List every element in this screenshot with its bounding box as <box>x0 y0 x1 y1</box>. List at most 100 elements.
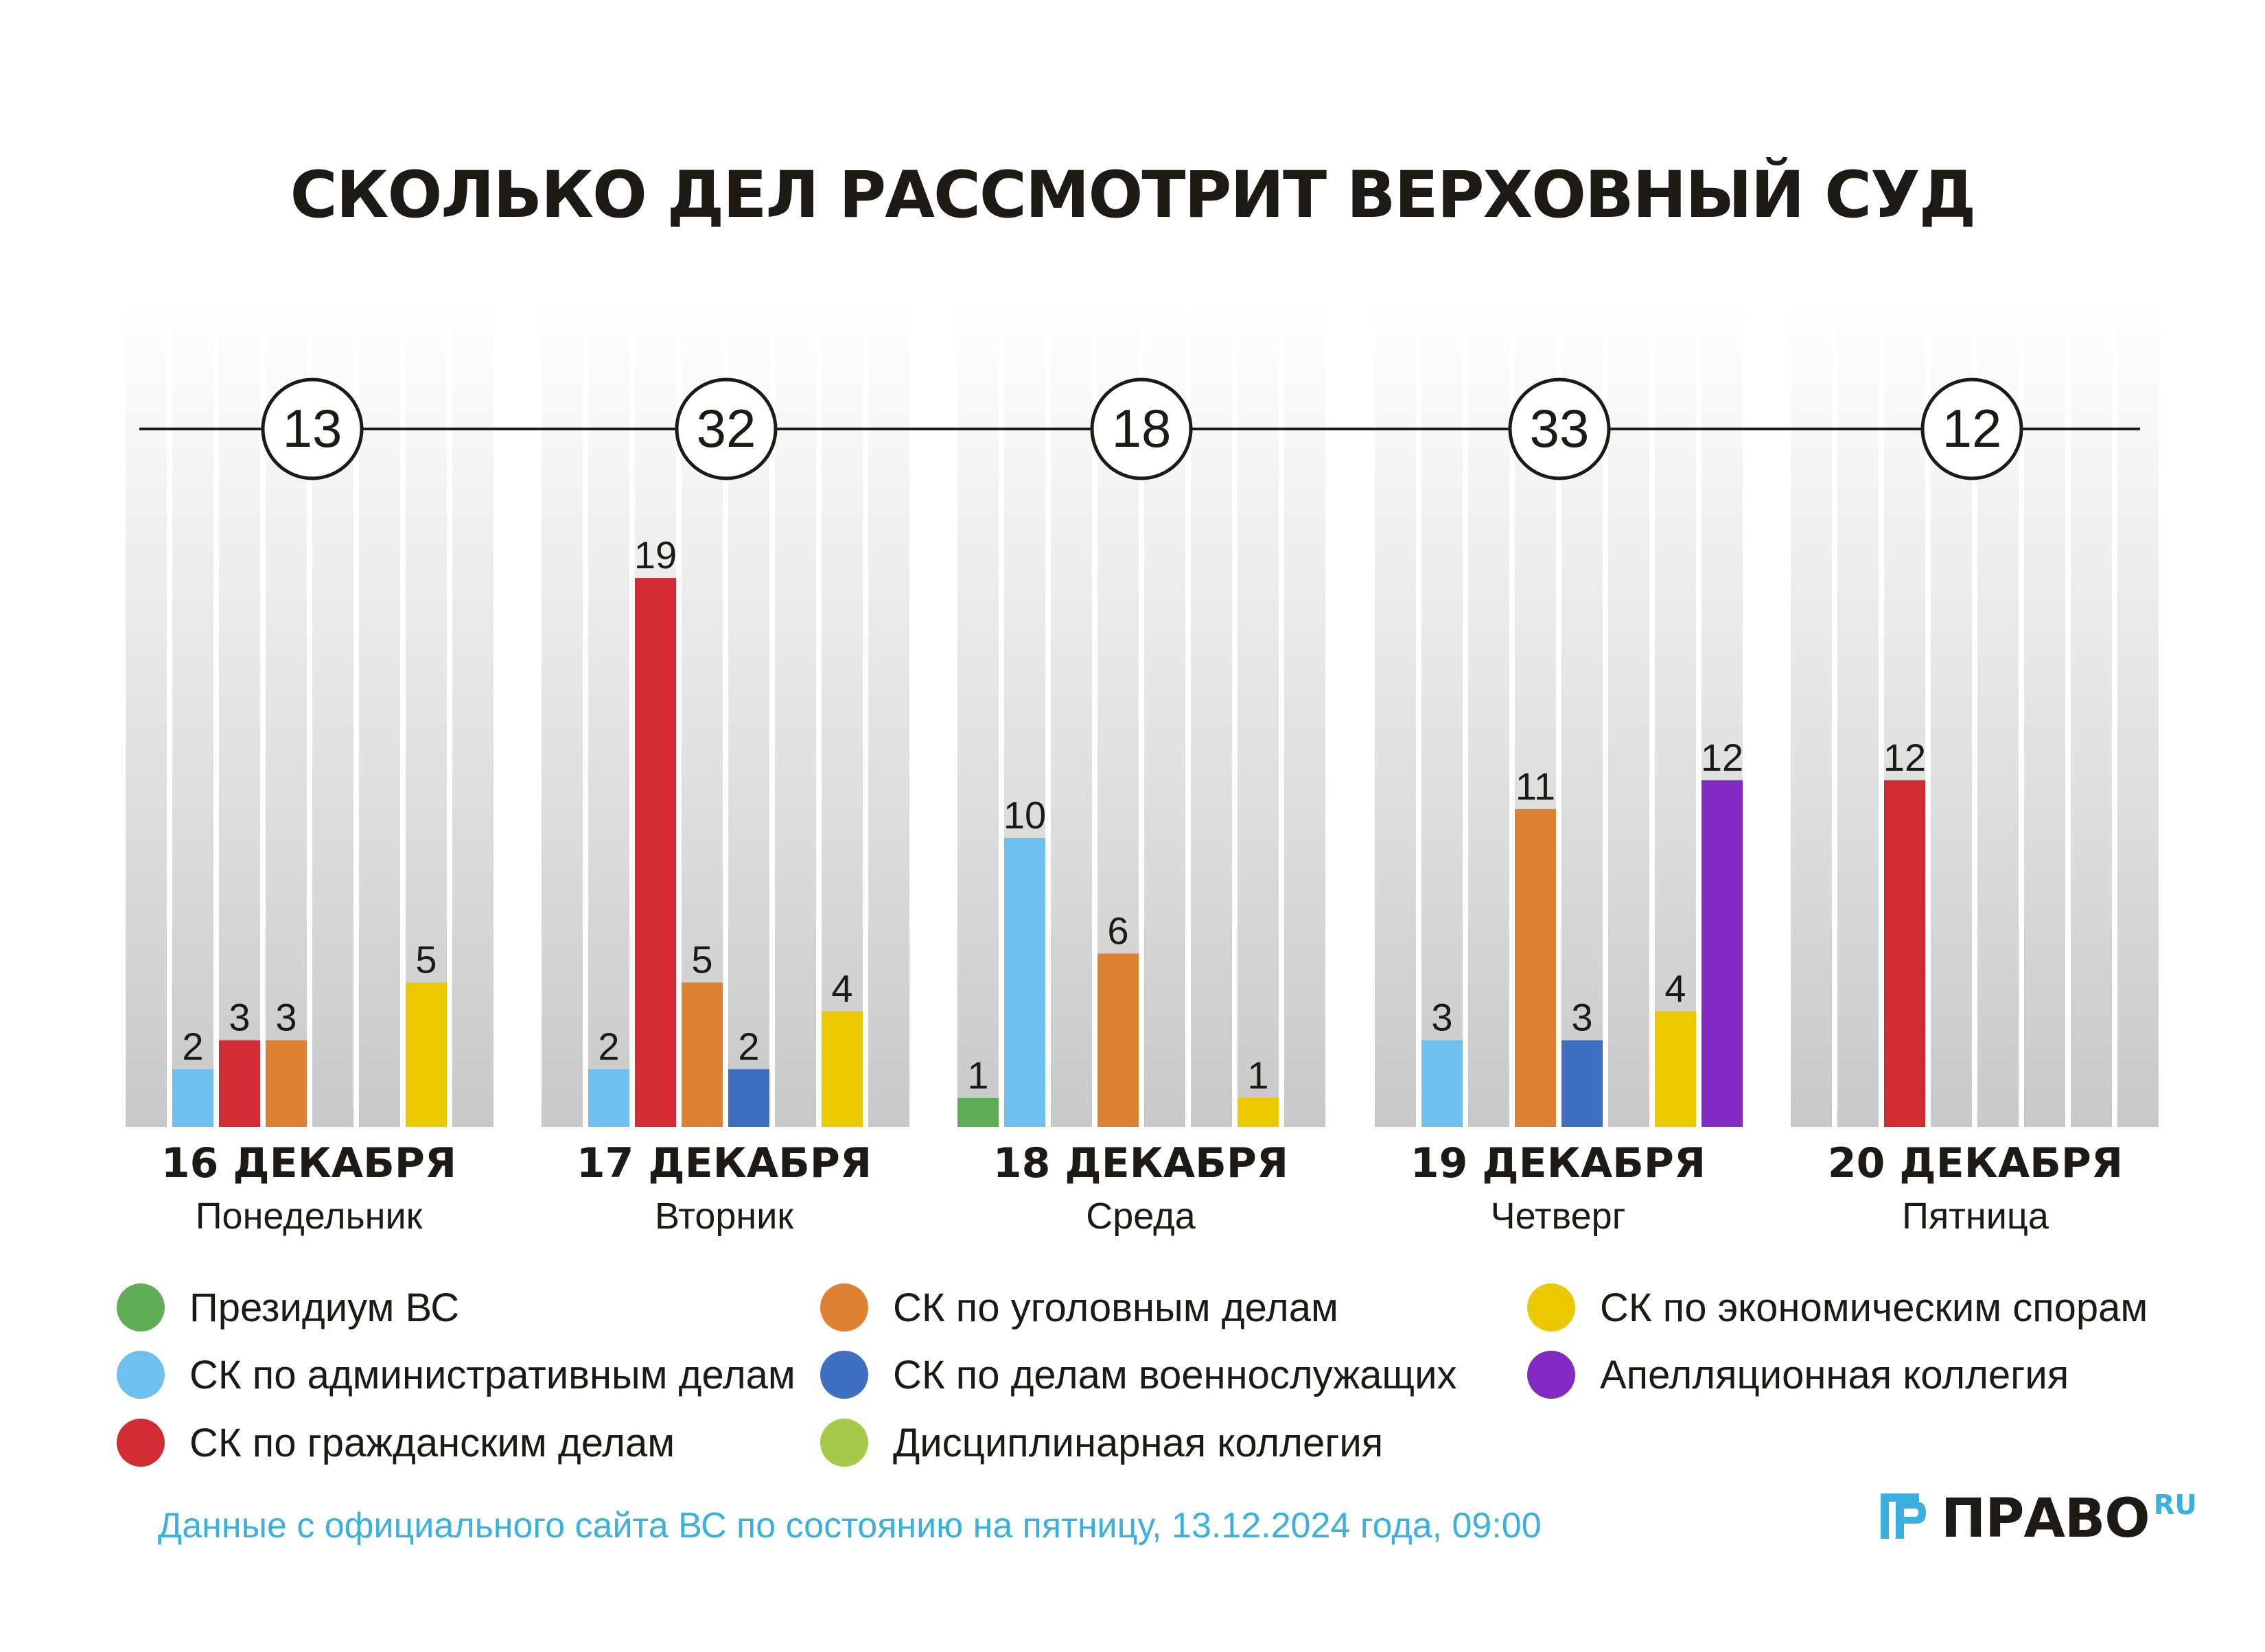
logo-suffix: RU <box>2153 1489 2197 1521</box>
legend-label: Апелляционная коллегия <box>1600 1352 2069 1397</box>
legend-label: СК по административным делам <box>189 1352 795 1397</box>
bar-appeal <box>1701 780 1743 1127</box>
bar-value-label: 5 <box>415 938 437 981</box>
column-background <box>957 302 999 1127</box>
source-note: Данные с официального сайта ВС по состоя… <box>158 1506 1542 1546</box>
day-date-label: 17 ДЕКАБРЯ <box>577 1139 872 1187</box>
pravo-ru-logo[interactable]: ПРАВО RU <box>1881 1488 2197 1550</box>
day-total-circle <box>1508 377 1611 480</box>
legend-swatch-criminal <box>820 1283 868 1331</box>
legend-label: СК по экономическим спорам <box>1600 1285 2148 1330</box>
bar-value-label: 19 <box>634 533 677 577</box>
column-background <box>588 302 629 1127</box>
day-total-label: 33 <box>1530 398 1590 458</box>
bar-admin <box>1421 1040 1463 1127</box>
bar-value-label: 3 <box>1431 996 1452 1039</box>
bar-value-label: 2 <box>598 1025 619 1068</box>
bar-civil <box>1884 780 1925 1127</box>
bar-value-label: 3 <box>1571 996 1592 1039</box>
bar-value-label: 6 <box>1107 909 1128 952</box>
column-background <box>822 302 863 1127</box>
day-total-label: 18 <box>1112 398 1172 458</box>
legend-label: Президиум ВС <box>189 1285 460 1330</box>
bar-value-label: 10 <box>1003 793 1046 837</box>
column-background <box>1051 302 1092 1127</box>
pravo-logo-icon <box>1881 1493 1926 1539</box>
legend-swatch-appeal <box>1527 1351 1575 1399</box>
day-total-label: 12 <box>1942 398 2002 458</box>
legend-label: СК по гражданским делам <box>189 1420 675 1465</box>
bar-admin <box>172 1069 213 1127</box>
column-background <box>2117 302 2159 1127</box>
bar-value-label: 5 <box>691 938 712 981</box>
day-total-circle <box>1920 377 2023 480</box>
column-background <box>1468 302 1509 1127</box>
legend-swatch-admin <box>117 1351 165 1399</box>
column-background <box>219 302 260 1127</box>
legend-item-civil: СК по гражданским делам <box>117 1415 675 1470</box>
bar-value-label: 2 <box>738 1025 759 1068</box>
bar-admin <box>588 1069 629 1127</box>
day-date-label: 19 ДЕКАБРЯ <box>1410 1139 1706 1187</box>
bar-value-label: 4 <box>831 967 852 1010</box>
day-weekday-label: Пятница <box>1902 1196 2049 1237</box>
column-background <box>172 302 213 1127</box>
bar-military <box>728 1069 769 1127</box>
bar-value-label: 12 <box>1701 736 1743 779</box>
day-total-label: 32 <box>697 398 756 458</box>
column-background <box>2071 302 2112 1127</box>
legend-item-appeal: Апелляционная коллегия <box>1527 1347 2069 1402</box>
day-total-circle <box>1090 377 1193 480</box>
column-background <box>1608 302 1649 1127</box>
bar-value-label: 4 <box>1664 967 1686 1010</box>
column-background <box>1837 302 1879 1127</box>
legend-label: Дисциплинарная коллегия <box>893 1420 1384 1465</box>
day-total-label: 13 <box>283 398 342 458</box>
column-background <box>1791 302 1832 1127</box>
column-background <box>1191 302 1232 1127</box>
column-background <box>775 302 816 1127</box>
day-weekday-label: Среда <box>1086 1196 1196 1237</box>
legend-swatch-military <box>820 1351 868 1399</box>
bar-value-label: 12 <box>1883 736 1926 779</box>
legend-swatch-civil <box>117 1419 165 1467</box>
bar-presidium <box>957 1097 999 1127</box>
legend-item-criminal: СК по уголовным делам <box>820 1280 1338 1335</box>
bar-military <box>1561 1040 1603 1127</box>
bar-criminal <box>1097 953 1139 1127</box>
legend-item-economic: СК по экономическим спорам <box>1527 1280 2148 1335</box>
day-total-circle <box>675 377 778 480</box>
day-date-label: 18 ДЕКАБРЯ <box>993 1139 1288 1187</box>
bar-economic <box>1238 1097 1279 1127</box>
logo-text: ПРАВО <box>1941 1488 2150 1550</box>
column-background <box>1655 302 1696 1127</box>
legend-swatch-presidium <box>117 1283 165 1331</box>
legend-label: СК по уголовным делам <box>893 1285 1338 1330</box>
legend-item-disciplinary: Дисциплинарная коллегия <box>820 1415 1383 1470</box>
bar-criminal <box>682 982 723 1127</box>
column-background <box>126 302 167 1127</box>
column-background <box>1421 302 1463 1127</box>
bar-value-label: 1 <box>1247 1054 1268 1097</box>
bar-value-label: 3 <box>229 996 250 1039</box>
bar-economic <box>1655 1011 1696 1127</box>
day-weekday-label: Четверг <box>1491 1196 1626 1237</box>
day-date-label: 16 ДЕКАБРЯ <box>161 1139 456 1187</box>
bar-value-label: 3 <box>275 996 297 1039</box>
bar-admin <box>1004 838 1045 1127</box>
bar-civil <box>219 1040 260 1127</box>
bar-economic <box>822 1011 863 1127</box>
column-background <box>542 302 583 1127</box>
bar-criminal <box>1515 808 1556 1127</box>
column-background <box>452 302 493 1127</box>
legend-item-military: СК по делам военнослужащих <box>820 1347 1457 1402</box>
column-background <box>2024 302 2065 1127</box>
column-background <box>359 302 400 1127</box>
column-background <box>868 302 909 1127</box>
column-background <box>1375 302 1416 1127</box>
bar-value-label: 1 <box>967 1054 988 1097</box>
bar-civil <box>635 578 676 1127</box>
legend-item-presidium: Президиум ВС <box>117 1280 459 1335</box>
chart-title: СКОЛЬКО ДЕЛ РАССМОТРИТ ВЕРХОВНЫЙ СУД <box>290 158 1977 233</box>
